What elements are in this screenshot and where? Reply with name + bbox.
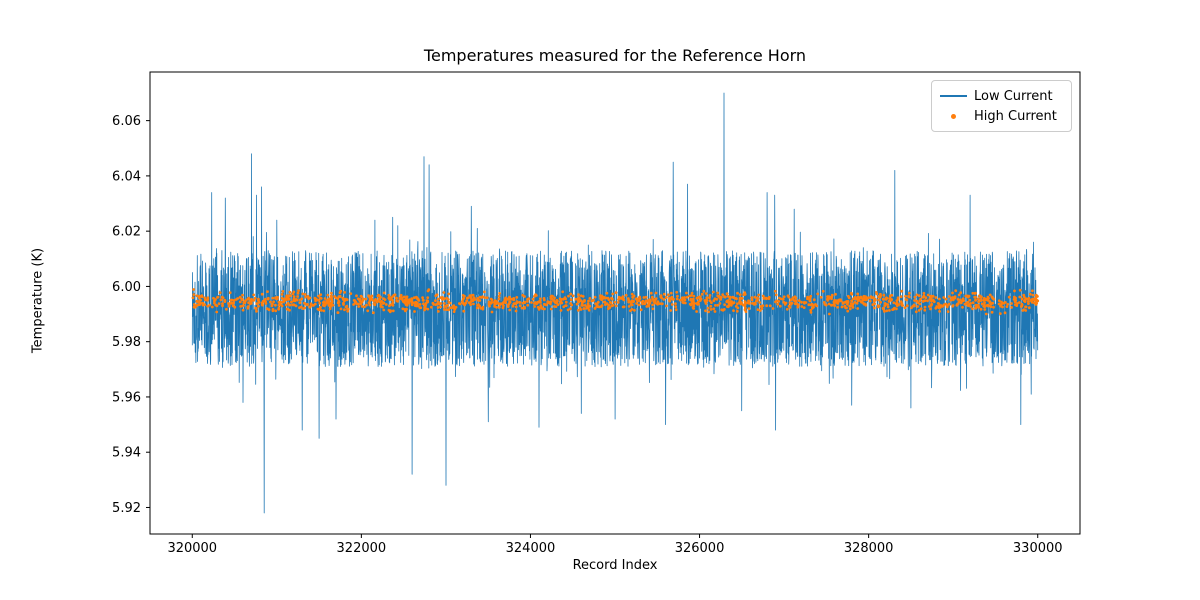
x-tick-label: 322000 (337, 541, 387, 556)
series-high-current (191, 288, 1040, 316)
y-tick-label: 6.02 (112, 225, 141, 240)
high-current-dot-icon (940, 113, 967, 119)
y-tick-label: 5.92 (112, 501, 141, 516)
y-axis-label: Temperature (K) (30, 247, 46, 354)
legend-label-high-current: High Current (974, 108, 1057, 124)
x-axis-label: Record Index (572, 558, 658, 573)
legend-item-high-current: High Current (940, 106, 1063, 126)
y-tick-label: 6.06 (112, 114, 141, 129)
x-tick-label: 320000 (167, 541, 217, 556)
y-tick-label: 6.04 (112, 169, 141, 184)
x-tick-label: 324000 (506, 541, 556, 556)
y-tick-label: 5.94 (112, 446, 141, 461)
legend-label-low-current: Low Current (974, 88, 1053, 104)
x-tick-label: 328000 (844, 541, 894, 556)
x-tick-label: 330000 (1013, 541, 1063, 556)
y-tick-label: 6.00 (112, 280, 141, 295)
x-tick-label: 326000 (675, 541, 725, 556)
y-tick-label: 5.98 (112, 335, 141, 350)
y-tick-label: 5.96 (112, 390, 141, 405)
low-current-line-icon (940, 95, 967, 97)
axes-frame (149, 71, 1081, 535)
legend-item-low-current: Low Current (940, 86, 1063, 106)
legend: Low Current High Current (931, 80, 1072, 132)
chart-title: Temperatures measured for the Reference … (423, 46, 807, 65)
